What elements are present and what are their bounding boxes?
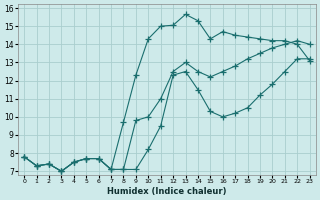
X-axis label: Humidex (Indice chaleur): Humidex (Indice chaleur) <box>107 187 227 196</box>
